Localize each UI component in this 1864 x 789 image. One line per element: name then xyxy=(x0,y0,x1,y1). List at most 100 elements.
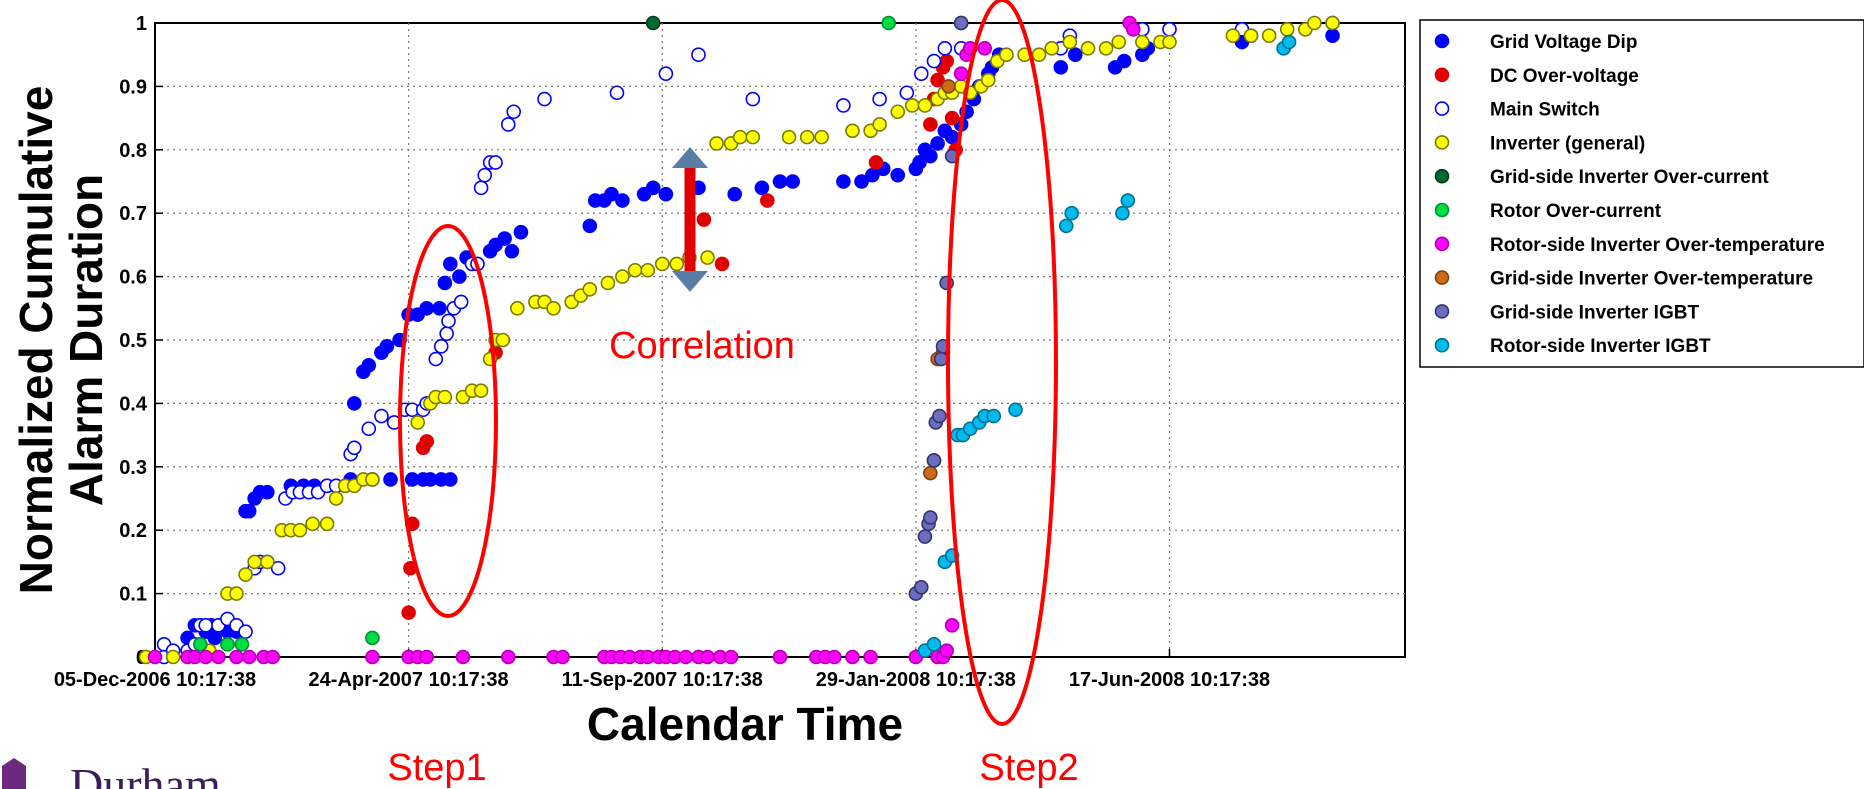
data-point xyxy=(441,313,456,329)
legend-marker xyxy=(1434,304,1450,319)
data-point xyxy=(977,41,993,56)
legend-label: Rotor-side Inverter IGBT xyxy=(1490,336,1711,357)
data-point xyxy=(609,85,625,101)
data-point xyxy=(1067,47,1083,63)
x-axis-title: Calendar Time xyxy=(587,698,903,750)
data-point xyxy=(442,472,458,487)
logo-emblem xyxy=(2,758,26,789)
data-point xyxy=(361,358,377,373)
legend-marker xyxy=(1434,270,1450,285)
data-point xyxy=(428,351,444,367)
data-point xyxy=(419,649,435,665)
data-point xyxy=(1058,218,1074,234)
legend-marker xyxy=(1434,33,1450,49)
data-point xyxy=(953,15,969,31)
data-point xyxy=(582,281,598,297)
data-point xyxy=(220,637,235,652)
x-axis-ticks: 05-Dec-2006 10:17:38 24-Apr-2007 10:17:38… xyxy=(54,649,1270,691)
y-axis-title-line1: Normalized Cumulative xyxy=(10,86,62,595)
data-point xyxy=(238,624,253,639)
data-point xyxy=(513,224,529,240)
data-point xyxy=(229,649,244,665)
data-point xyxy=(654,256,670,272)
data-point xyxy=(912,155,927,170)
data-point xyxy=(1243,28,1259,43)
data-point xyxy=(691,47,706,63)
data-point xyxy=(1064,205,1079,221)
data-point xyxy=(836,98,851,113)
data-point xyxy=(1053,60,1069,75)
data-point xyxy=(328,491,344,506)
data-point xyxy=(709,136,724,151)
data-point xyxy=(1044,41,1060,56)
data-point xyxy=(1115,205,1130,221)
data-point xyxy=(510,300,525,316)
data-point xyxy=(863,649,878,665)
data-point xyxy=(439,326,454,341)
data-point xyxy=(1307,15,1322,31)
data-point xyxy=(473,383,489,399)
y-tick-label: 0.3 xyxy=(119,457,147,479)
legend-label: Grid-side Inverter Over-current xyxy=(1490,167,1769,188)
data-point xyxy=(939,643,954,658)
legend-marker xyxy=(1434,337,1450,353)
data-point xyxy=(1325,28,1340,43)
data-point xyxy=(437,275,453,291)
data-point xyxy=(1080,41,1096,56)
data-point xyxy=(854,174,869,189)
data-point xyxy=(933,351,949,367)
legend-label: DC Over-voltage xyxy=(1490,66,1639,87)
data-point xyxy=(247,554,262,570)
data-point xyxy=(442,256,458,272)
data-point xyxy=(432,300,447,316)
step2-ellipse xyxy=(946,0,1058,726)
data-point xyxy=(500,649,516,665)
data-point xyxy=(745,91,761,107)
data-point xyxy=(914,66,929,82)
legend-marker xyxy=(1434,67,1450,83)
data-point xyxy=(488,155,503,170)
data-point xyxy=(732,129,748,145)
data-point xyxy=(401,605,416,620)
data-point xyxy=(696,212,712,227)
correlation-arrow-head-up xyxy=(672,147,708,168)
x-tick-label: 29-Jan-2008 10:17:38 xyxy=(816,669,1016,691)
data-point xyxy=(917,529,933,544)
data-point xyxy=(981,72,996,88)
legend-label: Rotor-side Inverter Over-temperature xyxy=(1490,235,1825,256)
data-point xyxy=(453,294,469,310)
y-tick-label: 0.2 xyxy=(119,520,147,542)
grid xyxy=(155,23,1405,657)
data-point xyxy=(229,586,244,601)
data-point xyxy=(930,72,945,88)
data-point xyxy=(944,110,960,126)
x-tick-label: 17-Jun-2008 10:17:38 xyxy=(1069,669,1270,691)
data-point xyxy=(452,269,467,284)
data-point xyxy=(365,630,380,646)
legend-label: Grid Voltage Dip xyxy=(1490,32,1637,53)
data-point xyxy=(868,155,884,170)
data-point xyxy=(772,174,788,189)
data-point xyxy=(241,649,257,665)
data-point xyxy=(1261,28,1277,43)
data-point xyxy=(872,91,887,107)
data-point xyxy=(582,218,598,234)
y-tick-label: 0.9 xyxy=(119,76,147,98)
data-point xyxy=(555,649,570,665)
data-point xyxy=(669,256,685,272)
data-point xyxy=(914,579,929,595)
data-point xyxy=(383,472,398,487)
data-point xyxy=(781,129,797,145)
legend-marker xyxy=(1434,202,1450,218)
data-point xyxy=(1008,402,1023,418)
data-point xyxy=(546,300,561,316)
logo-text: Durham xyxy=(70,759,221,789)
data-point xyxy=(944,617,960,633)
data-point xyxy=(410,415,425,430)
legend-label: Inverter (general) xyxy=(1490,133,1645,154)
data-point xyxy=(365,649,380,665)
data-point xyxy=(1125,22,1141,37)
data-point xyxy=(872,117,887,132)
data-point xyxy=(473,180,489,196)
data-point xyxy=(772,649,788,665)
